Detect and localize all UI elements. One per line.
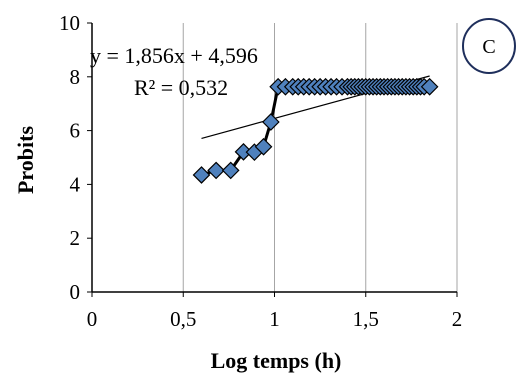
x-axis-title: Log temps (h) xyxy=(211,348,342,373)
y-tick-label: 0 xyxy=(70,280,81,304)
x-tick-label: 1,5 xyxy=(353,307,379,331)
panel-label-badge: C xyxy=(462,18,516,74)
y-tick-label: 6 xyxy=(70,119,81,143)
data-point xyxy=(420,77,439,96)
y-tick-label: 8 xyxy=(70,65,81,89)
series-layer xyxy=(192,77,439,184)
trendline-equation: y = 1,856x + 4,596 xyxy=(90,43,258,68)
data-point xyxy=(192,166,211,184)
panel-label: C xyxy=(482,36,495,58)
x-tick-label: 0,5 xyxy=(170,307,196,331)
y-axis-title: Probits xyxy=(13,126,38,194)
x-tick-label: 1 xyxy=(269,307,280,331)
y-axis-ticks: 0 2 4 6 8 10 xyxy=(59,11,92,304)
data-point xyxy=(207,161,225,180)
y-tick-label: 4 xyxy=(70,172,81,196)
gridlines xyxy=(182,23,458,292)
x-axis-ticks: 0 0,5 1 1,5 2 xyxy=(87,292,463,331)
data-point xyxy=(262,113,280,131)
y-tick-label: 10 xyxy=(59,11,80,35)
x-tick-label: 2 xyxy=(452,307,463,331)
x-tick-label: 0 xyxy=(87,307,98,331)
y-tick-label: 2 xyxy=(70,226,81,250)
plot-area: 0 0,5 1 1,5 2 0 2 4 6 8 10 xyxy=(59,11,462,331)
trendline-r2: R² = 0,532 xyxy=(134,75,228,100)
data-point xyxy=(254,137,273,156)
data-point xyxy=(221,161,240,180)
panel-label-circle xyxy=(462,18,516,74)
series-line xyxy=(201,85,430,177)
